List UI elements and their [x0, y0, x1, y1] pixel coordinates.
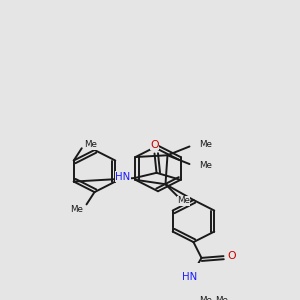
Text: Me: Me	[200, 140, 212, 149]
Text: Me: Me	[177, 196, 190, 206]
Text: O: O	[227, 251, 236, 261]
Text: O: O	[150, 140, 159, 150]
Text: Me: Me	[200, 161, 212, 170]
Text: Me: Me	[215, 296, 228, 300]
Text: HN: HN	[115, 172, 130, 182]
Text: Me: Me	[70, 205, 83, 214]
Text: HN: HN	[182, 272, 197, 283]
Text: Me: Me	[84, 140, 97, 149]
Text: Me: Me	[200, 296, 212, 300]
